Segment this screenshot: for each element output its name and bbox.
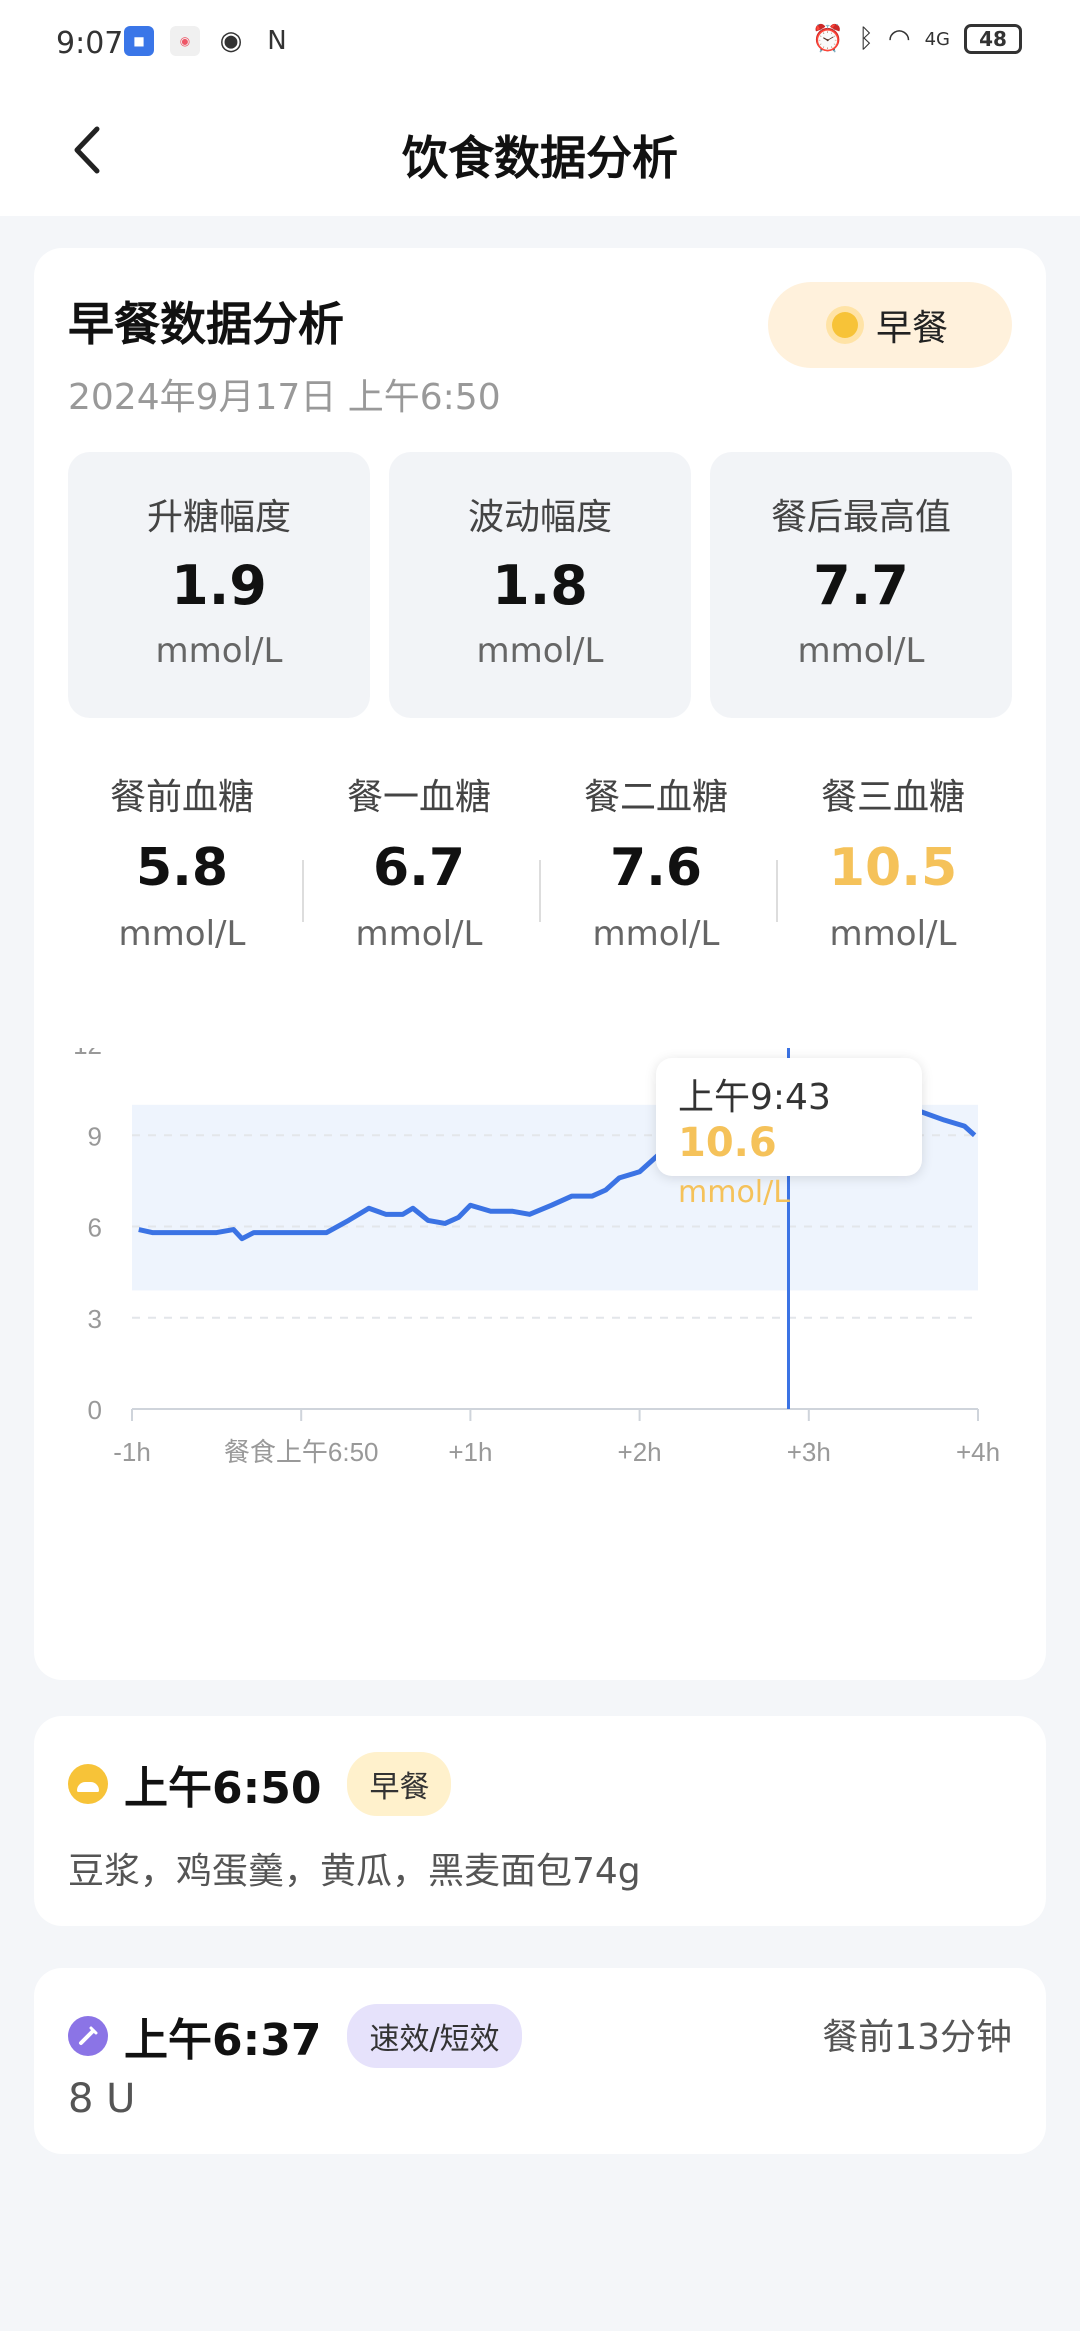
x-tick-label: +3h	[787, 1437, 831, 1467]
chevron-left-icon	[74, 126, 100, 174]
bg-hour3: 餐三血糖 10.5 mmol/L	[775, 768, 1011, 954]
divider	[776, 860, 778, 922]
y-tick-label: 3	[88, 1304, 102, 1334]
bg-label: 餐二血糖	[583, 777, 728, 818]
stat-value: 7.7	[813, 554, 909, 617]
tooltip-time: 上午9:43	[678, 1077, 831, 1118]
chart-tooltip: 上午9:43 10.6 mmol/L	[656, 1058, 922, 1210]
bg-label: 餐前血糖	[109, 777, 254, 818]
y-tick-label: 6	[88, 1213, 102, 1243]
stat-value: 1.9	[171, 554, 267, 617]
status-app-icons: ■ ◉ ◉ N	[124, 26, 292, 56]
y-tick-label: 9	[88, 1121, 102, 1151]
wifi-icon: ◠	[887, 24, 911, 54]
x-tick-label: +1h	[448, 1437, 492, 1467]
x-tick-label: +4h	[956, 1437, 1000, 1467]
status-time: 9:07	[56, 26, 124, 61]
bluetooth-icon: ᛒ	[858, 24, 874, 54]
stat-unit: mmol/L	[797, 631, 925, 671]
meal-analysis-card: 早餐数据分析 2024年9月17日 上午6:50 早餐 升糖幅度 1.9 mmo…	[34, 248, 1046, 1680]
stat-rise: 升糖幅度 1.9 mmol/L	[68, 452, 370, 718]
tooltip-value-row: 10.6 mmol/L	[678, 1120, 900, 1212]
bg-value: 10.5	[828, 838, 958, 898]
meal-entry-time: 上午6:50	[124, 1763, 322, 1814]
sun-icon	[831, 312, 858, 338]
stat-label: 餐后最高值	[770, 497, 951, 538]
syringe-icon	[68, 2016, 108, 2056]
bg-label: 餐三血糖	[820, 777, 965, 818]
back-button[interactable]	[56, 120, 116, 180]
analysis-title: 早餐数据分析	[68, 297, 344, 351]
meal-chip-label: 早餐	[875, 308, 948, 349]
divider	[539, 860, 541, 922]
stat-value: 1.8	[492, 554, 588, 617]
stat-unit: mmol/L	[155, 631, 283, 671]
bg-unit: mmol/L	[592, 914, 720, 954]
bg-unit: mmol/L	[118, 914, 246, 954]
bg-unit: mmol/L	[829, 914, 957, 954]
nfc-icon: N	[267, 26, 287, 56]
tooltip-value: 10.6	[678, 1120, 777, 1166]
battery-icon: 48	[964, 24, 1022, 54]
stat-fluctuation: 波动幅度 1.8 mmol/L	[389, 452, 691, 718]
x-tick-label: +2h	[618, 1437, 662, 1467]
stat-label: 波动幅度	[467, 497, 612, 538]
meal-entry-card[interactable]: 上午6:50 早餐 豆浆，鸡蛋羹，黄瓜，黑麦面包74g	[34, 1716, 1046, 1926]
app-header: 饮食数据分析	[0, 90, 1080, 216]
meal-entry-header: 上午6:50 早餐	[68, 1752, 452, 1816]
x-tick-label: -1h	[113, 1437, 151, 1467]
bg-hour2: 餐二血糖 7.6 mmol/L	[538, 768, 774, 954]
stat-unit: mmol/L	[476, 631, 604, 671]
insulin-entry-card[interactable]: 上午6:37 速效/短效 餐前13分钟 8 U	[34, 1968, 1046, 2154]
bg-value: 6.7	[372, 838, 466, 898]
meal-entry-tag: 早餐	[347, 1752, 452, 1816]
meal-entry-foods: 豆浆，鸡蛋羹，黄瓜，黑麦面包74g	[68, 1851, 641, 1892]
app-notification-icon: ■	[124, 26, 154, 56]
status-bar: 9:07 ■ ◉ ◉ N ⏰ ᛒ ◠ 4G 48	[0, 0, 1080, 90]
insulin-entry-header: 上午6:37 速效/短效	[68, 2004, 522, 2068]
bg-unit: mmol/L	[355, 914, 483, 954]
bg-label: 餐一血糖	[346, 777, 491, 818]
y-tick-label: 12	[73, 1048, 102, 1060]
page-title: 饮食数据分析	[402, 131, 678, 185]
stat-label: 升糖幅度	[146, 497, 291, 538]
analysis-date: 2024年9月17日 上午6:50	[68, 377, 501, 418]
divider	[302, 860, 304, 922]
status-right: ⏰ ᛒ ◠ 4G 48	[812, 24, 1022, 54]
signal-icon: 4G	[924, 28, 950, 50]
bg-value: 5.8	[135, 838, 229, 898]
insulin-entry-time: 上午6:37	[124, 2015, 322, 2066]
blood-glucose-row: 餐前血糖 5.8 mmol/L 餐一血糖 6.7 mmol/L 餐二血糖 7.6…	[34, 768, 1046, 968]
x-tick-label: 餐食上午6:50	[224, 1437, 379, 1467]
bg-hour1: 餐一血糖 6.7 mmol/L	[301, 768, 537, 954]
y-tick-label: 0	[88, 1395, 102, 1425]
tooltip-unit: mmol/L	[678, 1175, 790, 1210]
color-app-icon: ◉	[170, 26, 200, 56]
sunrise-icon	[68, 1764, 108, 1804]
bg-premeal: 餐前血糖 5.8 mmol/L	[64, 768, 300, 954]
stat-peak: 餐后最高值 7.7 mmol/L	[710, 452, 1012, 718]
bg-value: 7.6	[609, 838, 703, 898]
insulin-dose: 8 U	[68, 2076, 136, 2122]
eye-icon: ◉	[219, 26, 243, 56]
meal-type-chip[interactable]: 早餐	[768, 282, 1012, 368]
insulin-timing-note: 餐前13分钟	[822, 2017, 1012, 2058]
insulin-type-tag: 速效/短效	[347, 2004, 522, 2068]
alarm-icon: ⏰	[811, 24, 845, 54]
